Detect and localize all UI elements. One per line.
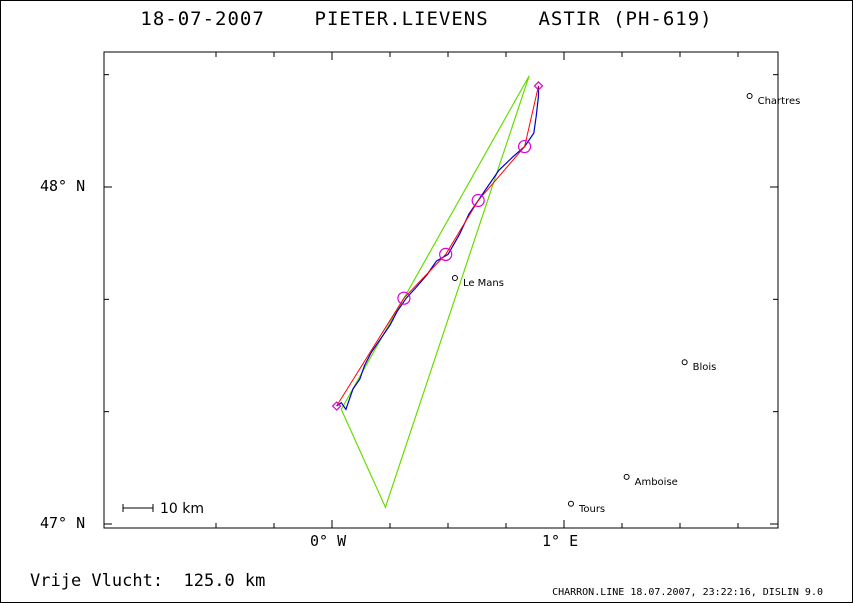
city-marker [681, 359, 688, 366]
scale-bar-label: 10 km [160, 501, 204, 517]
turnpoint-markers-layer [331, 81, 544, 411]
turnpoint-circle [471, 193, 485, 208]
city-marker [451, 274, 458, 281]
city-marker [623, 473, 630, 480]
cities-layer: Chartres Le Mans Blois Amboise Tours [451, 93, 801, 515]
turnpoint-circle [517, 139, 532, 154]
scale-bar: 10 km [122, 501, 204, 517]
start-finish-diamond [331, 401, 342, 411]
city-marker [567, 500, 574, 507]
turnpoint-circle [439, 247, 453, 261]
city-label: Blois [693, 362, 717, 373]
longitude-label: 1° E [542, 532, 579, 550]
longitude-label: 0° W [310, 532, 347, 550]
latitude-label: 47° N [40, 514, 86, 532]
task-triangle [340, 75, 530, 509]
turnpoint-circle [397, 291, 411, 305]
flight-track [336, 85, 540, 411]
axis-ticks [104, 52, 778, 528]
task-triangle-layer [340, 75, 530, 509]
software-credit: CHARRON.LINE 18.07.2007, 23:22:16, DISLI… [552, 587, 823, 598]
plot-border [103, 51, 779, 529]
map-title: 18-07-2007 PIETER.LIEVENS ASTIR (PH-619) [140, 8, 713, 30]
city-label: Le Mans [463, 278, 504, 289]
city-label: Amboise [635, 477, 678, 488]
free-flight-distance: Vrije Vlucht: 125.0 km [30, 571, 266, 591]
latitude-label: 48° N [40, 177, 86, 195]
optimized-route-layer [336, 85, 539, 407]
flight-track-layer [336, 85, 540, 411]
start-finish-diamond [533, 81, 544, 91]
city-label: Tours [578, 504, 605, 515]
city-marker [746, 93, 753, 100]
city-label: Chartres [758, 96, 801, 107]
optimized-route [336, 85, 539, 407]
